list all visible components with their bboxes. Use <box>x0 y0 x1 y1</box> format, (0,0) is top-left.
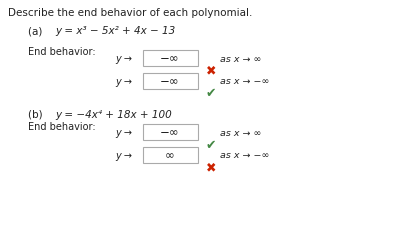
FancyBboxPatch shape <box>142 124 198 140</box>
Text: (a): (a) <box>28 26 52 36</box>
Text: y = x³ − 5x² + 4x − 13: y = x³ − 5x² + 4x − 13 <box>55 26 175 36</box>
FancyBboxPatch shape <box>142 147 198 163</box>
Text: ✖: ✖ <box>206 64 216 77</box>
Text: y →: y → <box>115 54 132 64</box>
Text: ✔: ✔ <box>206 87 216 100</box>
FancyBboxPatch shape <box>142 51 198 67</box>
Text: y →: y → <box>115 150 132 160</box>
Text: −∞: −∞ <box>160 126 180 139</box>
Text: as x → −∞: as x → −∞ <box>220 77 269 86</box>
Text: −∞: −∞ <box>160 75 180 88</box>
Text: as x → −∞: as x → −∞ <box>220 151 269 160</box>
Text: y →: y → <box>115 127 132 137</box>
Text: End behavior:: End behavior: <box>28 47 96 57</box>
Text: Describe the end behavior of each polynomial.: Describe the end behavior of each polyno… <box>8 8 252 18</box>
Text: End behavior:: End behavior: <box>28 122 96 131</box>
Text: ✔: ✔ <box>206 138 216 151</box>
Text: y →: y → <box>115 77 132 87</box>
Text: (b): (b) <box>28 110 52 119</box>
Text: as x → ∞: as x → ∞ <box>220 54 261 63</box>
Text: y = −4x⁴ + 18x + 100: y = −4x⁴ + 18x + 100 <box>55 110 172 119</box>
FancyBboxPatch shape <box>142 74 198 90</box>
Text: ✖: ✖ <box>206 161 216 174</box>
Text: −∞: −∞ <box>160 52 180 65</box>
Text: ∞: ∞ <box>165 149 175 162</box>
Text: as x → ∞: as x → ∞ <box>220 128 261 137</box>
